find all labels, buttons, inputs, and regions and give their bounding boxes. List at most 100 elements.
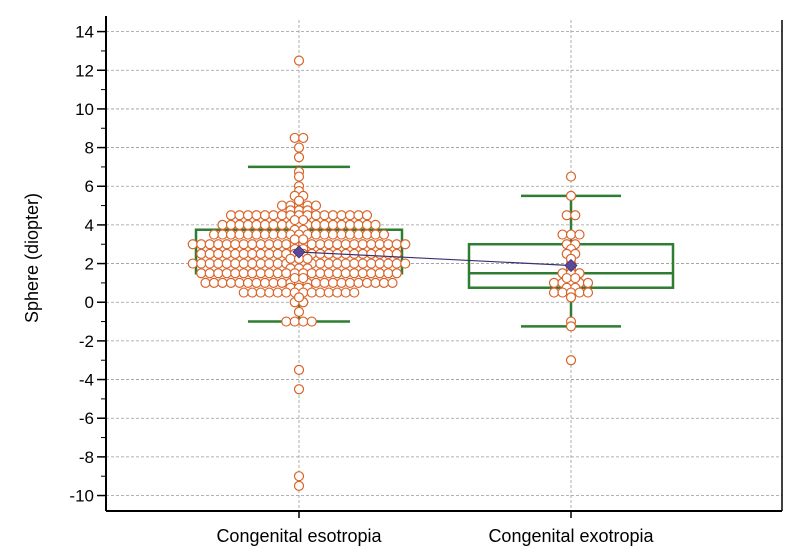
data-point: [213, 248, 224, 260]
data-point: [548, 277, 560, 288]
data-point: [323, 239, 334, 250]
data-point: [259, 219, 271, 231]
data-point: [281, 287, 292, 298]
data-point: [353, 229, 364, 240]
data-point: [196, 248, 207, 260]
data-point: [272, 248, 283, 260]
mean-markers: [292, 245, 578, 273]
y-tick-label: 8: [85, 139, 94, 158]
data-point: [234, 219, 245, 231]
data-point: [340, 258, 351, 269]
data-point: [247, 258, 258, 269]
data-point: [293, 471, 305, 482]
data-point: [306, 287, 317, 298]
data-point: [357, 258, 368, 269]
data-point: [293, 384, 305, 395]
data-point: [391, 268, 402, 279]
data-point: [557, 287, 568, 298]
data-point: [255, 287, 266, 298]
data-point: [327, 277, 339, 288]
data-point: [327, 229, 339, 240]
y-tick-label: 6: [85, 177, 94, 196]
data-point: [565, 190, 577, 202]
data-point: [383, 258, 394, 269]
data-point: [349, 258, 360, 269]
data-point: [213, 239, 224, 250]
data-point: [374, 268, 385, 279]
data-point: [298, 132, 309, 144]
data-point: [340, 287, 351, 298]
data-point: [353, 219, 364, 231]
data-point: [349, 248, 360, 260]
data-point: [370, 229, 381, 240]
data-point: [344, 210, 356, 221]
data-point: [570, 210, 581, 221]
data-point: [561, 210, 572, 221]
y-tick-label: 2: [85, 255, 94, 274]
data-point: [383, 239, 394, 250]
data-point: [310, 210, 322, 221]
data-point: [353, 277, 364, 288]
data-point: [315, 268, 326, 279]
data-point: [302, 253, 313, 264]
data-point: [242, 219, 254, 231]
data-point: [357, 248, 368, 260]
data-point: [298, 272, 309, 284]
data-point: [293, 55, 305, 66]
data-point: [400, 258, 411, 269]
data-point: [293, 152, 305, 163]
data-point: [332, 287, 343, 298]
data-point: [565, 171, 577, 182]
data-point: [187, 258, 198, 269]
data-point: [200, 277, 211, 288]
data-point: [281, 316, 292, 327]
data-point: [255, 258, 266, 269]
data-point: [332, 268, 343, 279]
y-tick-label: -2: [79, 332, 94, 351]
data-point: [298, 214, 309, 226]
data-point: [276, 219, 288, 231]
data-point: [374, 239, 385, 250]
data-point: [289, 132, 300, 144]
data-point: [306, 316, 317, 327]
data-point: [340, 268, 351, 279]
data-point: [310, 277, 322, 288]
data-point: [264, 248, 275, 260]
y-tick-label: 14: [75, 23, 94, 42]
data-point: [272, 287, 283, 298]
y-tick-label: 12: [75, 61, 94, 80]
data-point: [221, 248, 232, 260]
data-point: [242, 277, 254, 288]
data-point: [366, 239, 377, 250]
data-point: [349, 239, 360, 250]
data-point: [298, 316, 309, 327]
data-point: [247, 287, 258, 298]
data-point: [242, 210, 254, 221]
data-point: [582, 277, 594, 288]
data-point: [276, 229, 288, 240]
data-point: [268, 229, 279, 240]
data-point: [332, 258, 343, 269]
data-point: [238, 258, 249, 269]
data-point: [264, 268, 275, 279]
data-points: [187, 55, 594, 491]
data-point: [319, 277, 330, 288]
data-point: [264, 287, 275, 298]
data-point: [574, 287, 585, 298]
data-point: [234, 229, 245, 240]
data-point: [357, 239, 368, 250]
mean-connector-line: [298, 251, 572, 267]
data-point: [361, 219, 373, 231]
data-point: [208, 229, 220, 240]
data-point: [293, 292, 305, 303]
data-point: [234, 210, 245, 221]
data-point: [293, 480, 305, 491]
data-point: [344, 277, 356, 288]
data-point: [217, 219, 228, 231]
data-point: [391, 239, 402, 250]
data-point: [230, 258, 241, 269]
data-point: [565, 292, 577, 303]
data-point: [306, 268, 317, 279]
data-point: [196, 239, 207, 250]
